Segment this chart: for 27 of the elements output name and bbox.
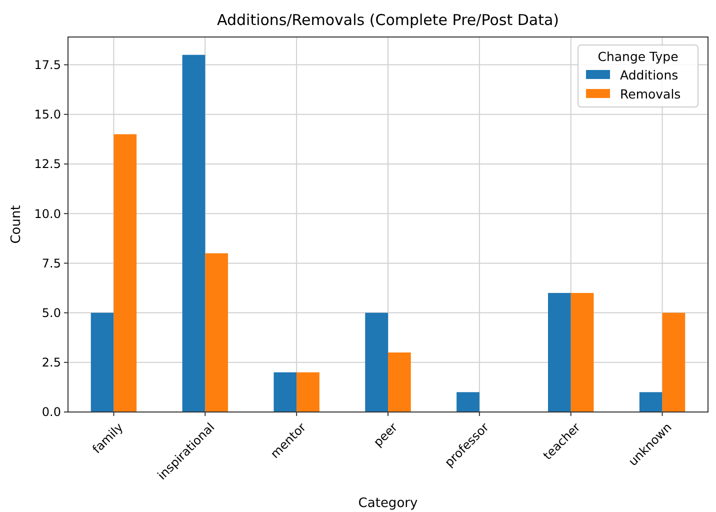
bar — [182, 54, 206, 412]
y-tick-label: 0.0 — [42, 405, 61, 420]
bar — [570, 292, 594, 412]
y-tick-label: 7.5 — [42, 256, 61, 270]
legend-label: Removals — [620, 86, 681, 102]
y-tick-label: 15.0 — [34, 108, 61, 122]
legend-title: Change Type — [598, 49, 679, 64]
bar — [639, 392, 662, 412]
bar — [274, 372, 297, 412]
bar — [90, 312, 114, 412]
bar — [365, 312, 388, 412]
legend-label: Additions — [620, 67, 678, 82]
y-tick-label: 17.5 — [34, 58, 61, 72]
bar — [205, 253, 228, 412]
y-axis-title: Count — [9, 205, 24, 244]
y-tick-label: 5.0 — [42, 306, 61, 320]
x-axis-title: Category — [358, 496, 418, 511]
bar — [114, 134, 137, 412]
y-tick-label: 10.0 — [34, 206, 61, 221]
bar — [548, 292, 571, 412]
bar — [388, 352, 411, 412]
bar — [456, 392, 480, 412]
y-tick-label: 2.5 — [42, 356, 61, 370]
y-tick-label: 12.5 — [34, 157, 61, 172]
chart-title: Additions/Removals (Complete Pre/Post Data) — [216, 11, 560, 29]
bar — [662, 312, 686, 412]
bar — [296, 372, 320, 412]
